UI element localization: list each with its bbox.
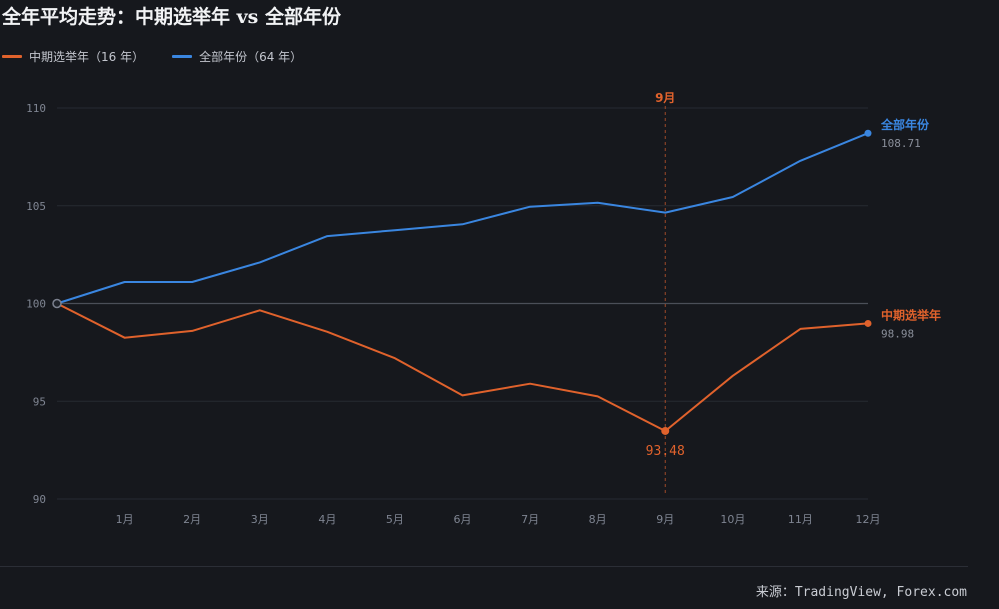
end-label-all-value: 108.71 bbox=[881, 137, 921, 150]
end-labels: 93.48 全部年份 108.71 中期选举年 98.98 bbox=[646, 117, 941, 459]
series-line-all bbox=[56, 132, 869, 305]
x-tick-label: 9月 bbox=[656, 513, 674, 526]
end-label-midterm-value: 98.98 bbox=[881, 327, 914, 340]
end-point-all bbox=[864, 129, 872, 137]
y-tick-label: 105 bbox=[26, 200, 46, 213]
x-tick-label: 4月 bbox=[318, 513, 336, 526]
min-point-midterm bbox=[661, 426, 670, 435]
y-tick-label: 100 bbox=[26, 298, 46, 311]
x-tick-label: 6月 bbox=[454, 513, 472, 526]
end-point-midterm bbox=[864, 319, 872, 327]
legend-label-midterm: 中期选举年（16 年） bbox=[29, 50, 145, 64]
source-note: 来源：TradingView, Forex.com bbox=[755, 585, 967, 600]
legend-item-midterm[interactable]: 中期选举年（16 年） bbox=[2, 48, 144, 65]
chart-title: 全年平均走势：中期选举年 vs 全部年份 bbox=[2, 6, 341, 28]
x-tick-label: 8月 bbox=[589, 513, 607, 526]
y-tick-label: 110 bbox=[26, 102, 46, 115]
vertical-marker-label: 9月 bbox=[655, 91, 675, 105]
end-label-midterm-name: 中期选举年 bbox=[881, 307, 941, 322]
legend-label-all: 全部年份（64 年） bbox=[199, 50, 303, 64]
legend-item-all[interactable]: 全部年份（64 年） bbox=[172, 48, 302, 65]
y-axis-ticks: 90 95 100 105 110 bbox=[26, 102, 46, 506]
x-tick-label: 12月 bbox=[856, 513, 881, 526]
grid bbox=[57, 107, 868, 500]
series-lines bbox=[52, 129, 872, 435]
line-chart: 90 95 100 105 110 1月 2月 3月 4月 5月 6月 7月 8月 9月 10月 11月 12… bbox=[26, 91, 941, 526]
series-line-midterm bbox=[56, 302, 869, 432]
legend-swatch-midterm bbox=[2, 55, 22, 58]
end-label-all-name: 全部年份 bbox=[880, 117, 930, 132]
x-tick-label: 1月 bbox=[116, 513, 134, 526]
min-value-label: 93.48 bbox=[646, 444, 685, 459]
september-marker: 9月 bbox=[655, 91, 675, 496]
legend-swatch-all bbox=[172, 55, 193, 58]
x-axis-ticks: 1月 2月 3月 4月 5月 6月 7月 8月 9月 10月 11月 12月 bbox=[116, 513, 881, 526]
x-tick-label: 7月 bbox=[521, 513, 539, 526]
x-tick-label: 3月 bbox=[251, 513, 269, 526]
x-tick-label: 2月 bbox=[183, 513, 201, 526]
y-tick-label: 95 bbox=[33, 395, 46, 408]
x-tick-label: 10月 bbox=[720, 513, 745, 526]
x-tick-label: 5月 bbox=[386, 513, 404, 526]
legend: 中期选举年（16 年） 全部年份（64 年） bbox=[2, 48, 302, 65]
footer-divider bbox=[0, 566, 968, 567]
start-point bbox=[52, 298, 62, 309]
y-tick-label: 90 bbox=[33, 493, 46, 506]
x-tick-label: 11月 bbox=[788, 513, 813, 526]
